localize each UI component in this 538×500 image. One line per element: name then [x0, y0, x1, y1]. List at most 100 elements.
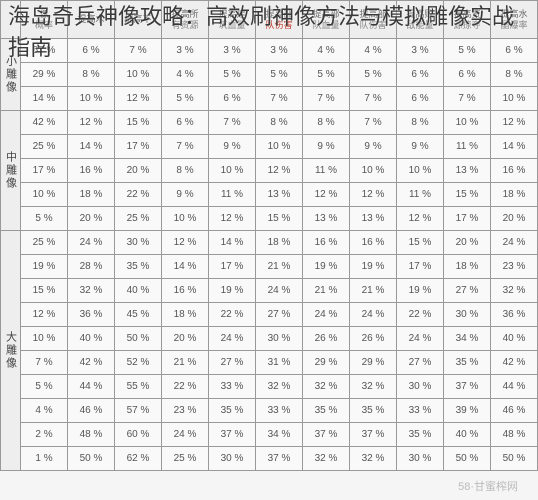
group-label: 大雕像	[1, 231, 21, 471]
data-cell: 29 %	[303, 351, 350, 375]
data-cell: 37 %	[256, 447, 303, 471]
data-cell: 44 %	[491, 375, 538, 399]
data-cell: 60 %	[115, 423, 162, 447]
data-cell: 15 %	[256, 207, 303, 231]
data-cell: 62 %	[115, 447, 162, 471]
table-row: 19 %28 %35 %14 %17 %21 %19 %19 %17 %18 %…	[1, 255, 538, 279]
data-cell: 7 %	[209, 111, 256, 135]
data-cell: 24 %	[397, 327, 444, 351]
header-col-0: 像概率	[21, 1, 68, 39]
data-cell: 6 %	[397, 87, 444, 111]
data-cell: 15 %	[21, 279, 68, 303]
data-cell: 29 %	[21, 63, 68, 87]
data-cell: 10 %	[21, 183, 68, 207]
data-cell: 9 %	[162, 183, 209, 207]
data-cell: 30 %	[256, 327, 303, 351]
data-cell: 5 %	[350, 63, 397, 87]
data-cell: 40 %	[115, 279, 162, 303]
data-cell: 16 %	[68, 159, 115, 183]
data-cell: 5 %	[162, 87, 209, 111]
data-cell: 55 %	[115, 375, 162, 399]
data-cell: 16 %	[350, 231, 397, 255]
data-cell: 32 %	[491, 279, 538, 303]
data-cell: 7 %	[162, 135, 209, 159]
data-cell: 8 %	[491, 63, 538, 87]
data-cell: 18 %	[491, 183, 538, 207]
data-cell: 48 %	[491, 423, 538, 447]
data-cell: 44 %	[68, 375, 115, 399]
data-cell: 7 %	[256, 87, 303, 111]
header-col-4: 提高建筑血量	[209, 1, 256, 39]
data-cell: 35 %	[444, 351, 491, 375]
data-cell: 12 %	[491, 111, 538, 135]
data-cell: 7 %	[350, 111, 397, 135]
table-row: 大雕像25 %24 %30 %12 %14 %18 %16 %16 %15 %2…	[1, 231, 538, 255]
data-cell: 20 %	[115, 159, 162, 183]
data-cell: 7 %	[303, 87, 350, 111]
data-cell: 14 %	[491, 135, 538, 159]
data-cell: 57 %	[21, 39, 68, 63]
data-cell: 24 %	[256, 279, 303, 303]
data-cell: 35 %	[350, 399, 397, 423]
data-cell: 22 %	[162, 375, 209, 399]
header-col-10: 提高水晶爆率	[491, 1, 538, 39]
data-cell: 30 %	[397, 375, 444, 399]
header-col-8: 提高败敌能量	[397, 1, 444, 39]
data-cell: 16 %	[303, 231, 350, 255]
header-col-1: 提高木	[68, 1, 115, 39]
data-cell: 35 %	[209, 399, 256, 423]
data-cell: 35 %	[397, 423, 444, 447]
data-cell: 17 %	[115, 135, 162, 159]
data-cell: 19 %	[21, 255, 68, 279]
data-cell: 45 %	[115, 303, 162, 327]
data-cell: 29 %	[350, 351, 397, 375]
data-cell: 9 %	[209, 135, 256, 159]
data-cell: 16 %	[491, 159, 538, 183]
data-cell: 40 %	[444, 423, 491, 447]
data-cell: 26 %	[303, 327, 350, 351]
data-cell: 11 %	[444, 135, 491, 159]
data-cell: 21 %	[162, 351, 209, 375]
data-cell: 20 %	[491, 207, 538, 231]
data-cell: 12 %	[115, 87, 162, 111]
data-cell: 33 %	[256, 399, 303, 423]
data-cell: 17 %	[209, 255, 256, 279]
data-cell: 3 %	[209, 39, 256, 63]
data-cell: 32 %	[303, 375, 350, 399]
table-row: 14 %10 %12 %5 %6 %7 %7 %7 %6 %7 %10 %	[1, 87, 538, 111]
data-cell: 3 %	[256, 39, 303, 63]
data-cell: 4 %	[21, 399, 68, 423]
table-row: 4 %46 %57 %23 %35 %33 %35 %35 %33 %39 %4…	[1, 399, 538, 423]
stats-table-container: 像概率 提高木 提高不 提高所有资源 提高建筑血量 提高部队伤害 提高部队血量 …	[0, 0, 538, 500]
data-cell: 27 %	[444, 279, 491, 303]
data-cell: 40 %	[491, 327, 538, 351]
header-col-2: 提高不	[115, 1, 162, 39]
table-row: 1 %50 %62 %25 %30 %37 %32 %32 %30 %50 %5…	[1, 447, 538, 471]
header-col-6: 提高部队血量	[303, 1, 350, 39]
data-cell: 11 %	[303, 159, 350, 183]
header-corner	[1, 1, 21, 39]
data-cell: 10 %	[115, 63, 162, 87]
data-cell: 20 %	[162, 327, 209, 351]
data-cell: 12 %	[350, 183, 397, 207]
data-cell: 32 %	[350, 447, 397, 471]
data-cell: 28 %	[68, 255, 115, 279]
group-label: 小雕像	[1, 39, 21, 111]
data-cell: 27 %	[256, 303, 303, 327]
data-cell: 5 %	[256, 63, 303, 87]
table-row: 17 %16 %20 %8 %10 %12 %11 %10 %10 %13 %1…	[1, 159, 538, 183]
data-cell: 21 %	[256, 255, 303, 279]
data-cell: 5 %	[209, 63, 256, 87]
data-cell: 7 %	[350, 87, 397, 111]
data-cell: 17 %	[21, 159, 68, 183]
data-cell: 35 %	[303, 399, 350, 423]
data-cell: 8 %	[303, 111, 350, 135]
data-cell: 12 %	[21, 303, 68, 327]
data-cell: 2 %	[21, 423, 68, 447]
table-row: 12 %36 %45 %18 %22 %27 %24 %24 %22 %30 %…	[1, 303, 538, 327]
data-cell: 52 %	[115, 351, 162, 375]
table-row: 5 %44 %55 %22 %33 %32 %32 %32 %30 %37 %4…	[1, 375, 538, 399]
data-cell: 23 %	[491, 255, 538, 279]
data-cell: 30 %	[397, 447, 444, 471]
data-cell: 6 %	[162, 111, 209, 135]
